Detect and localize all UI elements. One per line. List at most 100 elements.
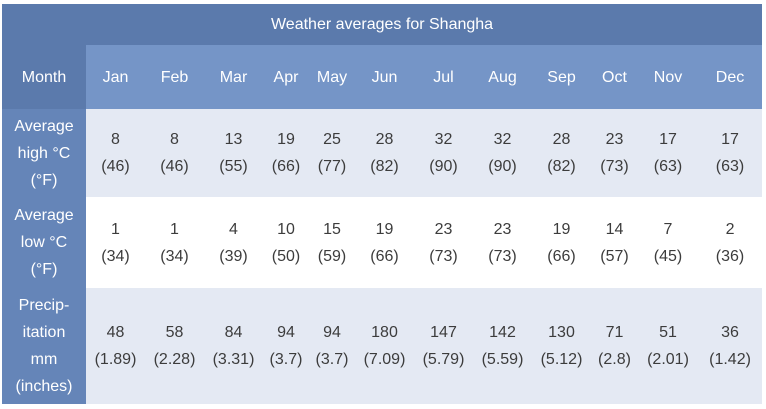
table-cell: 8 (46): [145, 109, 204, 197]
table-cell: 23 (73): [414, 197, 473, 288]
cell-main-value: 130: [548, 324, 575, 341]
cell-alt-value: (50): [271, 247, 301, 265]
cell-alt-value: (5.59): [481, 351, 524, 368]
cell-main-value: 1: [111, 220, 120, 238]
cell-alt-value: (1.42): [709, 351, 751, 368]
row-label-line: Average: [14, 117, 74, 135]
cell-main-value: 17: [721, 131, 739, 148]
cell-main-value: 8: [170, 131, 179, 148]
cell-main-value: 180: [371, 324, 398, 341]
row-label-line: low °C: [20, 234, 68, 251]
table-cell: 58 (2.28): [145, 288, 204, 404]
table-row: Average high °C (°F) 8 (46) 8 (46) 13 (55) …: [2, 109, 763, 197]
cell-alt-value: (2.01): [647, 351, 689, 368]
month-header-feb: Feb: [145, 45, 204, 109]
cell-main-value: 84: [224, 324, 243, 341]
cell-alt-value: (82): [370, 158, 399, 175]
cell-main-value: 71: [605, 324, 624, 341]
table-cell: 10 (50): [263, 197, 309, 288]
cell-main-value: 19: [552, 220, 571, 238]
cell-main-value: 94: [277, 324, 295, 341]
table-cell: 1 (34): [145, 197, 204, 288]
cell-alt-value: (66): [370, 247, 399, 265]
cell-main-value: 7: [663, 220, 673, 238]
table-cell: 32 (90): [473, 109, 532, 197]
cell-alt-value: (73): [488, 247, 517, 265]
cell-alt-value: (82): [547, 158, 576, 175]
cell-main-value: 1: [170, 220, 179, 238]
table-cell: 36 (1.42): [698, 288, 763, 404]
cell-alt-value: (5.79): [422, 351, 465, 368]
row-label-line: (°F): [30, 261, 58, 278]
cell-alt-value: (36): [715, 247, 745, 265]
table-cell: 2 (36): [698, 197, 763, 288]
cell-main-value: 36: [721, 324, 739, 341]
cell-alt-value: (63): [715, 158, 745, 175]
table-cell: 14 (57): [591, 197, 638, 288]
row-label-line: high °C: [17, 144, 71, 162]
month-header-nov: Nov: [638, 45, 698, 109]
row-label-precipitation: Precip- itation mm (inches): [2, 288, 86, 404]
cell-alt-value: (90): [488, 158, 517, 175]
cell-alt-value: (1.89): [94, 351, 137, 368]
table-cell: 13 (55): [204, 109, 263, 197]
table-row: Average low °C (°F) 1 (34) 1 (34) 4 (39) 10…: [2, 197, 763, 288]
table-cell: 19 (66): [263, 109, 309, 197]
cell-alt-value: (55): [219, 158, 248, 175]
cell-main-value: 28: [375, 131, 394, 148]
cell-main-value: 13: [224, 131, 243, 148]
weather-averages-table: Weather averages for Shangha Month Jan F…: [2, 4, 763, 404]
cell-main-value: 15: [323, 220, 341, 238]
month-header-jul: Jul: [414, 45, 473, 109]
table-cell: 28 (82): [355, 109, 414, 197]
cell-main-value: 58: [165, 324, 184, 341]
cell-main-value: 2: [725, 220, 735, 238]
cell-main-value: 17: [659, 131, 677, 148]
table-cell: 23 (73): [473, 197, 532, 288]
row-label-line: (°F): [30, 171, 58, 189]
cell-main-value: 147: [430, 324, 457, 341]
table-cell: 1 (34): [86, 197, 145, 288]
cell-alt-value: (34): [160, 247, 189, 265]
table-cell: 94 (3.7): [263, 288, 309, 404]
cell-main-value: 23: [434, 220, 453, 238]
cell-main-value: 94: [323, 324, 341, 341]
cell-alt-value: (59): [317, 247, 347, 265]
month-header-jun: Jun: [355, 45, 414, 109]
row-label-line: (inches): [15, 378, 73, 395]
month-header-sep: Sep: [532, 45, 591, 109]
table-cell: 15 (59): [309, 197, 355, 288]
row-label-line: Average: [14, 207, 74, 224]
table-cell: 25 (77): [309, 109, 355, 197]
cell-alt-value: (73): [600, 158, 629, 175]
table-cell: 32 (90): [414, 109, 473, 197]
cell-main-value: 142: [489, 324, 516, 341]
weather-table-container: Weather averages for Shangha Month Jan F…: [2, 4, 763, 404]
cell-alt-value: (77): [317, 158, 347, 175]
table-cell: 180 (7.09): [355, 288, 414, 404]
cell-main-value: 4: [229, 220, 238, 238]
table-cell: 94 (3.7): [309, 288, 355, 404]
table-cell: 17 (63): [638, 109, 698, 197]
month-header-dec: Dec: [698, 45, 763, 109]
cell-main-value: 48: [106, 324, 125, 341]
table-cell: 7 (45): [638, 197, 698, 288]
table-cell: 48 (1.89): [86, 288, 145, 404]
cell-main-value: 32: [434, 131, 453, 148]
table-cell: 19 (66): [355, 197, 414, 288]
table-cell: 23 (73): [591, 109, 638, 197]
table-title: Weather averages for Shangha: [2, 4, 763, 45]
cell-alt-value: (3.7): [269, 351, 303, 368]
table-cell: 8 (46): [86, 109, 145, 197]
cell-alt-value: (7.09): [363, 351, 406, 368]
row-label-average-low: Average low °C (°F): [2, 197, 86, 288]
month-header-jan: Jan: [86, 45, 145, 109]
row-label-line: mm: [30, 351, 58, 368]
cell-alt-value: (39): [219, 247, 248, 265]
month-header-row: Month Jan Feb Mar Apr May Jun Jul Aug Se…: [2, 45, 763, 109]
cell-main-value: 14: [605, 220, 624, 238]
cell-main-value: 23: [605, 131, 624, 148]
cell-alt-value: (5.12): [540, 351, 583, 368]
cell-alt-value: (3.31): [212, 351, 255, 368]
cell-main-value: 10: [277, 220, 295, 238]
